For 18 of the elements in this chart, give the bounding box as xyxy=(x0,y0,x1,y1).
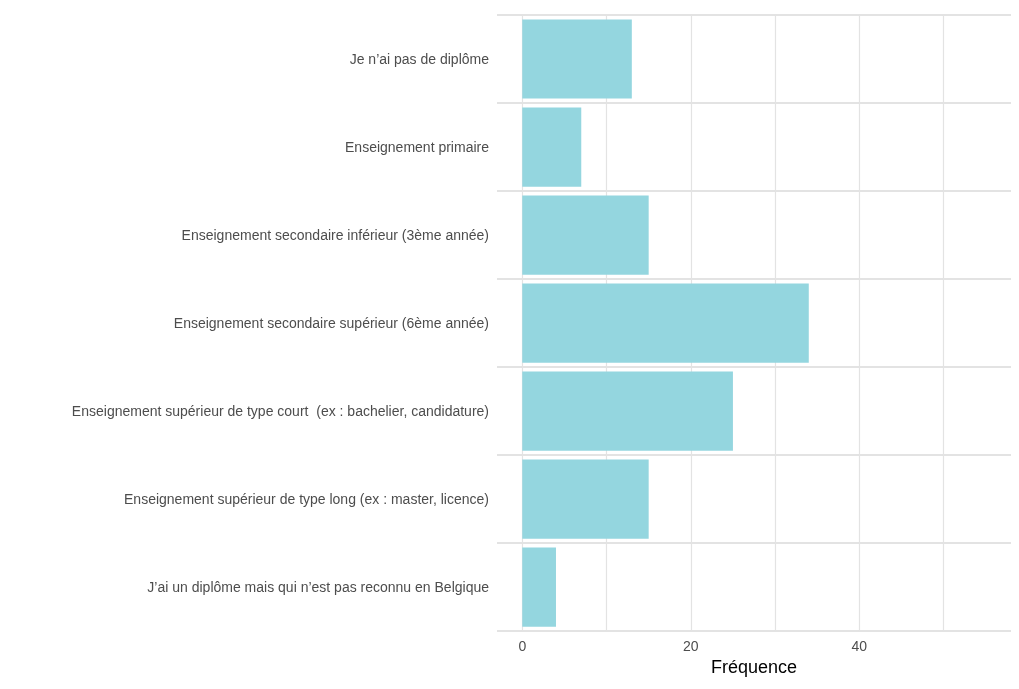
y-tick-label: Enseignement secondaire inférieur (3ème année) xyxy=(181,227,489,244)
y-tick-label: Enseignement supérieur de type court (ex : bachelier, candidature) xyxy=(71,403,489,420)
bar xyxy=(522,107,582,187)
bar xyxy=(522,195,649,275)
bar xyxy=(522,19,632,99)
y-tick-label: Enseignement secondaire supérieur (6ème année) xyxy=(173,315,489,332)
y-tick-label: Enseignement supérieur de type long (ex : master, licence) xyxy=(124,491,489,508)
bar xyxy=(522,459,649,539)
bar xyxy=(522,283,809,363)
y-tick-label: J’ai un diplôme mais qui n’est pas reconnu en Belgique xyxy=(147,579,490,596)
y-tick-label: Je n’ai pas de diplôme xyxy=(349,51,490,68)
x-tick-label: 0 xyxy=(518,638,527,655)
x-tick-label: 20 xyxy=(683,638,699,655)
x-tick-label: 40 xyxy=(851,638,868,655)
y-tick-label: Enseignement primaire xyxy=(345,139,490,156)
bar xyxy=(522,547,556,627)
bar xyxy=(522,371,733,451)
x-axis-title: Fréquence xyxy=(710,657,798,677)
